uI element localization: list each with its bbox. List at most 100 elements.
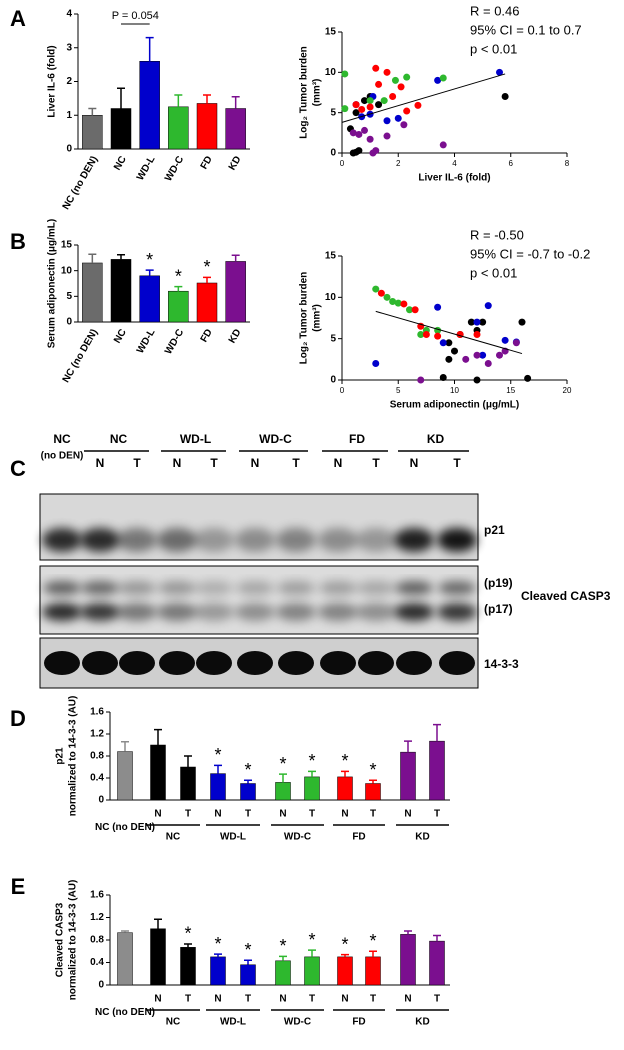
point [372,147,380,155]
x-tick-label: N [404,809,411,820]
x-tick-label: NC [112,327,129,345]
stat-annotation: R = -0.50 [470,227,524,242]
point [496,351,503,359]
band-p19 [81,581,119,595]
y-axis-unit: (mm³) [312,79,323,107]
bar [304,776,320,801]
panel-letter: E [11,874,26,899]
group-label: NC [110,432,128,446]
significance-marker: * [146,250,153,270]
bar [110,108,132,150]
point [380,97,388,105]
point [501,93,509,101]
x-tick-label: N [214,809,221,820]
error-bar [369,950,377,957]
band-14-3-3 [439,651,475,675]
x-tick-label: N [341,809,348,820]
y-tick-label: 1.2 [90,912,104,923]
point [375,80,383,88]
group-label: NC [166,1017,180,1028]
lane-label: T [292,456,300,470]
error-bar [308,770,316,777]
group-label: KD [427,432,445,446]
bar [275,782,291,801]
error-bar [231,254,240,262]
band-p21 [117,528,157,552]
point [349,149,357,157]
error-bar [279,773,287,783]
stat-annotation: p < 0.01 [470,265,517,280]
significance-marker: * [175,266,182,286]
x-tick-label: 2 [396,159,401,168]
bar [168,290,189,323]
band-p17 [394,603,434,621]
band-p21 [42,528,82,552]
error-bar [231,95,240,109]
point [479,318,487,326]
point [439,141,447,149]
band-p19 [438,581,476,595]
band-p21 [394,528,434,552]
error-bar [214,953,222,957]
band-p19 [395,581,433,595]
point [341,70,349,78]
error-bar [369,779,377,784]
y-axis-label: p21 [55,747,66,765]
x-tick-label: T [309,809,315,820]
error-bar [88,107,97,116]
point [473,351,481,359]
x-tick-label: N [154,994,161,1005]
error-bar [279,955,287,961]
group-label: FD [352,1017,365,1028]
significance-marker: * [214,745,221,765]
y-tick-label: 0 [98,980,104,991]
group-label: WD-C [284,832,311,843]
error-bar [404,930,412,935]
band-p21 [356,528,396,552]
band-p19 [158,581,196,595]
band-p21 [276,528,316,552]
band-14-3-3 [237,651,273,675]
error-bar [433,934,441,942]
x-tick-label: N [404,994,411,1005]
bar [400,934,416,986]
point [462,355,470,363]
point [394,299,402,307]
group-label: KD [415,832,429,843]
error-bar [308,949,316,957]
bar [225,261,246,323]
x-tick-label: N [341,994,348,1005]
x-tick-label: N [214,994,221,1005]
x-tick-label: 15 [506,386,515,395]
point [355,147,363,155]
band-14-3-3 [44,651,80,675]
band-label: (p19) [484,576,513,590]
error-bar [88,253,97,263]
y-tick-label: 0 [98,795,104,806]
x-label-box: NC (no DEN) [95,822,155,833]
lane-label: N [96,456,105,470]
error-bar [154,728,162,745]
point [434,303,442,311]
group-label: WD-L [220,1017,246,1028]
lane-label: N [173,456,182,470]
point [417,376,425,384]
x-tick-label: T [370,994,376,1005]
x-tick-label: FD [199,327,215,344]
error-bar [174,285,183,292]
point [383,293,391,301]
y-axis-label: Log₂ Tumor burden [299,46,310,139]
x-tick-label: 8 [565,159,570,168]
point [501,336,509,344]
point [394,114,402,122]
y-tick-label: 0.8 [90,935,104,946]
point [349,129,357,137]
y-tick-label: 5 [330,107,336,118]
point [422,331,430,339]
fit-line [375,310,523,355]
significance-marker: * [214,934,221,954]
point [397,83,405,91]
annotation: P = 0.054 [112,10,159,22]
